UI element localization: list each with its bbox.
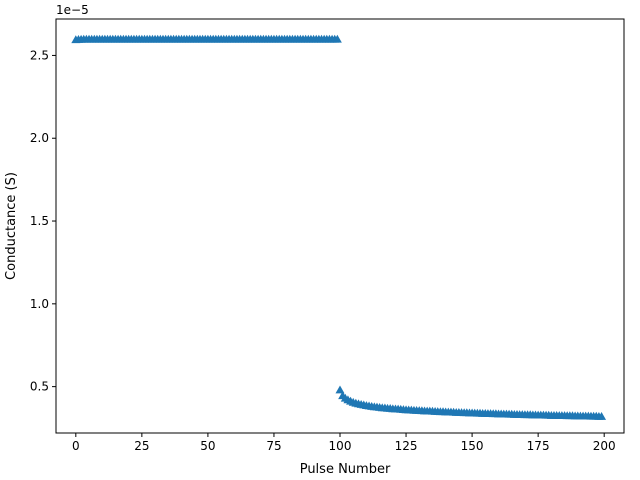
x-tick-label: 100 [329,439,352,453]
x-tick-label: 175 [527,439,550,453]
y-tick-label: 0.5 [30,380,49,394]
data-point [332,34,342,43]
y-tick-label: 1.0 [30,297,49,311]
x-axis-label: Pulse Number [300,462,391,477]
x-tick-label: 75 [266,439,281,453]
y-offset-label: 1e−5 [56,3,89,17]
y-axis-label: Conductance (S) [4,172,19,280]
axes: 0 25 50 75 100 125 150 175 200 0.5 1.0 1.5 2.0 2.5 [30,18,625,453]
y-tick-label: 2.0 [30,131,49,145]
x-tick-label: 150 [461,439,484,453]
x-tick-label: 125 [395,439,418,453]
x-tick-label: 0 [72,439,80,453]
x-tick-label: 25 [134,439,149,453]
y-tick-label: 1.5 [30,214,49,228]
data-point [335,385,345,394]
x-tick-label: 50 [200,439,215,453]
y-tick-label: 2.5 [30,48,49,62]
x-tick-label: 200 [593,439,616,453]
plot-area [71,34,607,420]
data-point [597,411,607,420]
